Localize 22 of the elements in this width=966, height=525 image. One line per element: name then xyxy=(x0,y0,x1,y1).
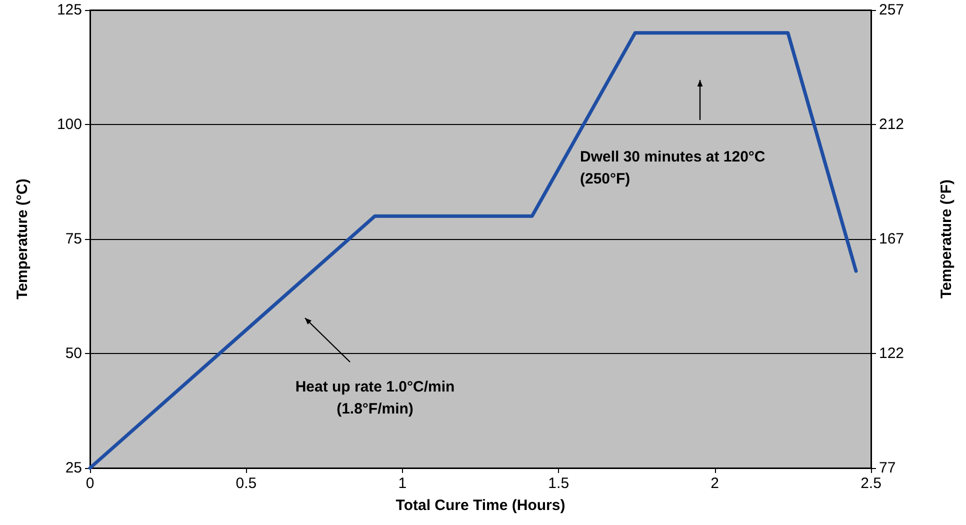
x-axis-title: Total Cure Time (Hours) xyxy=(396,497,566,514)
x-tick-label: 2 xyxy=(710,475,719,492)
y-tick-label: 25 xyxy=(65,460,82,476)
y2-tick-label: 212 xyxy=(879,116,904,133)
x-tick-label: 0 xyxy=(86,475,94,492)
y-tick-label: 100 xyxy=(56,116,82,133)
y2-tick-label: 257 xyxy=(879,2,904,18)
y2-tick-label: 77 xyxy=(879,460,896,476)
x-tick-label: 1.5 xyxy=(548,475,570,492)
line-series xyxy=(88,31,858,470)
x-tick-label: 2.5 xyxy=(860,475,882,492)
x-tick-label: 0.5 xyxy=(236,475,257,492)
y-axis-title: Temperature (°C) xyxy=(14,178,31,300)
y2-tick-label: 167 xyxy=(879,230,904,248)
annotation: Dwell 30 minutes at 120°C (250°F) xyxy=(580,148,766,188)
y-tick-label: 75 xyxy=(65,230,82,248)
x-tick-label: 1 xyxy=(398,475,407,492)
y2-tick-label: 122 xyxy=(879,345,904,362)
annotation: Heat up rate 1.0°C/min (1.8°F/min) xyxy=(295,378,455,418)
y2-axis-title: Temperature (°F) xyxy=(938,179,955,299)
y-tick-label: 50 xyxy=(65,345,82,362)
y-tick-label: 125 xyxy=(56,2,82,18)
